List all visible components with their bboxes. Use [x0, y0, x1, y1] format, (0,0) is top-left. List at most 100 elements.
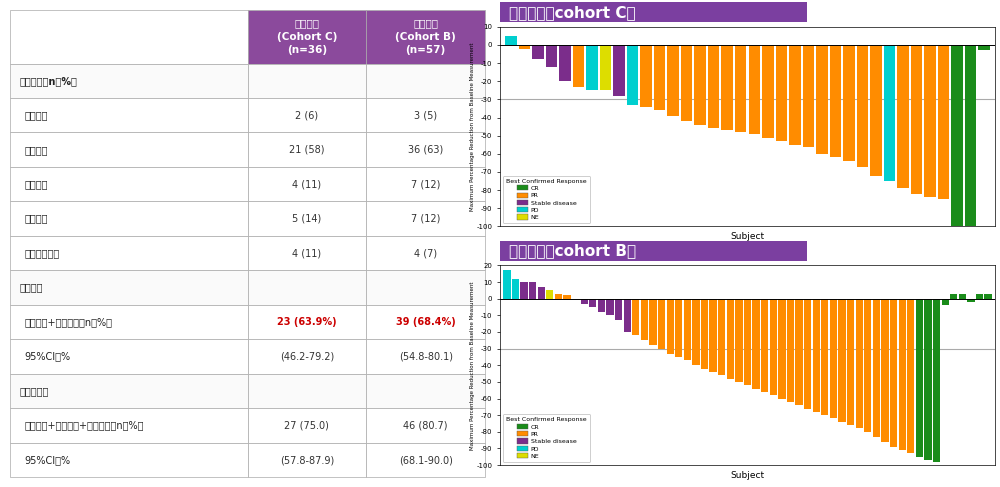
- Bar: [899, 299, 906, 450]
- Bar: [10, 132, 248, 167]
- Bar: [10, 63, 248, 98]
- Text: 部分缓解: 部分缓解: [24, 145, 48, 155]
- Y-axis label: Maximum Percentage Reduction from Baseline Measurement: Maximum Percentage Reduction from Baseli…: [470, 42, 475, 211]
- Bar: [532, 45, 544, 59]
- Bar: [776, 45, 787, 141]
- Bar: [248, 98, 366, 132]
- Bar: [708, 45, 719, 129]
- Bar: [248, 443, 366, 477]
- Bar: [624, 299, 631, 332]
- Bar: [248, 167, 366, 202]
- Bar: [366, 408, 485, 443]
- Text: 完全缓解: 完全缓解: [24, 110, 48, 120]
- Text: (54.8-80.1): (54.8-80.1): [399, 352, 453, 361]
- Bar: [658, 299, 665, 349]
- Bar: [573, 45, 584, 87]
- Bar: [10, 10, 248, 63]
- Text: 23 (63.9%): 23 (63.9%): [277, 317, 337, 327]
- Bar: [248, 63, 366, 98]
- Text: 治疗反应: 治疗反应: [20, 282, 43, 293]
- Bar: [366, 339, 485, 374]
- Bar: [248, 270, 366, 305]
- Bar: [248, 10, 366, 63]
- Bar: [950, 294, 957, 299]
- Bar: [787, 299, 794, 402]
- Text: 21 (58): 21 (58): [289, 145, 325, 155]
- Text: 疾病稳定: 疾病稳定: [24, 179, 48, 189]
- Text: 7 (12): 7 (12): [411, 214, 440, 224]
- Bar: [778, 299, 786, 398]
- Text: 无法判断疗效: 无法判断疗效: [24, 248, 60, 258]
- Bar: [10, 98, 248, 132]
- Bar: [10, 305, 248, 339]
- Text: 4 (7): 4 (7): [414, 248, 437, 258]
- Bar: [589, 299, 596, 307]
- Bar: [816, 45, 828, 154]
- Bar: [654, 45, 665, 110]
- Bar: [884, 45, 895, 181]
- Bar: [694, 45, 706, 125]
- Bar: [248, 202, 366, 236]
- Bar: [366, 374, 485, 408]
- Bar: [770, 299, 777, 395]
- Bar: [366, 270, 485, 305]
- Text: 5 (14): 5 (14): [292, 214, 322, 224]
- Text: 一线治疗（cohort C）: 一线治疗（cohort C）: [509, 5, 636, 19]
- Bar: [563, 295, 571, 299]
- Bar: [727, 299, 734, 378]
- Bar: [843, 45, 855, 161]
- Text: 完全缓解+部分缓解+疾病稳定，n（%）: 完全缓解+部分缓解+疾病稳定，n（%）: [24, 421, 144, 431]
- Bar: [942, 299, 949, 305]
- Bar: [684, 299, 691, 360]
- Bar: [838, 299, 846, 422]
- Bar: [529, 282, 536, 299]
- Bar: [897, 45, 909, 188]
- Bar: [248, 132, 366, 167]
- Bar: [10, 408, 248, 443]
- X-axis label: Subject: Subject: [730, 470, 765, 480]
- Bar: [559, 45, 571, 81]
- Text: 95%CI，%: 95%CI，%: [24, 455, 70, 465]
- Bar: [881, 299, 889, 442]
- Bar: [821, 299, 828, 415]
- Text: 4 (11): 4 (11): [292, 179, 321, 189]
- Bar: [938, 45, 949, 199]
- Text: 27 (75.0): 27 (75.0): [284, 421, 329, 431]
- Bar: [830, 299, 837, 418]
- Bar: [795, 299, 803, 405]
- Bar: [366, 98, 485, 132]
- Bar: [864, 299, 871, 432]
- Bar: [933, 299, 940, 462]
- Text: 一线治疗
(Cohort C)
(n=36): 一线治疗 (Cohort C) (n=36): [277, 19, 337, 55]
- Bar: [366, 305, 485, 339]
- Bar: [762, 45, 774, 137]
- Bar: [366, 132, 485, 167]
- Text: 疾病控制率: 疾病控制率: [20, 386, 49, 396]
- Bar: [752, 299, 760, 389]
- Bar: [916, 299, 923, 457]
- Bar: [744, 299, 751, 385]
- Bar: [890, 299, 897, 447]
- Bar: [951, 45, 963, 226]
- Bar: [813, 299, 820, 412]
- Bar: [667, 45, 679, 116]
- Bar: [10, 339, 248, 374]
- Bar: [967, 299, 975, 302]
- Bar: [581, 299, 588, 304]
- Bar: [248, 236, 366, 270]
- Text: 最佳反应，n（%）: 最佳反应，n（%）: [20, 76, 77, 86]
- Text: 疾病进展: 疾病进展: [24, 214, 48, 224]
- Text: (46.2-79.2): (46.2-79.2): [280, 352, 334, 361]
- Bar: [641, 299, 648, 340]
- Text: 4 (11): 4 (11): [292, 248, 321, 258]
- Bar: [546, 45, 557, 67]
- Text: 36 (63): 36 (63): [408, 145, 443, 155]
- Bar: [640, 45, 652, 107]
- Bar: [911, 45, 922, 194]
- Bar: [586, 45, 598, 90]
- Y-axis label: Maximum Percentage Reduction from Baseline Measurement: Maximum Percentage Reduction from Baseli…: [470, 281, 475, 450]
- Bar: [692, 299, 700, 365]
- Text: 39 (68.4%): 39 (68.4%): [396, 317, 456, 327]
- Bar: [248, 408, 366, 443]
- Bar: [649, 299, 657, 345]
